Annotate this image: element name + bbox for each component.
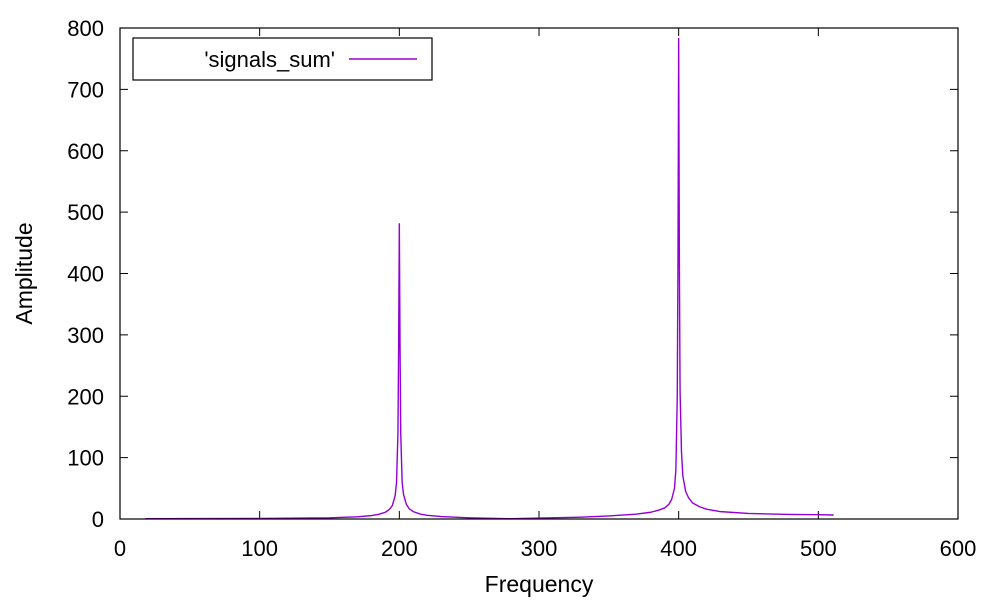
y-tick-label: 300 xyxy=(67,323,104,348)
y-tick-label: 600 xyxy=(67,139,104,164)
y-axis-label: Amplitude xyxy=(11,222,37,324)
y-tick-label: 0 xyxy=(92,507,104,532)
y-tick-label: 500 xyxy=(67,200,104,225)
x-tick-label: 100 xyxy=(241,536,278,561)
series-line-0 xyxy=(145,37,834,520)
y-tick-label: 700 xyxy=(67,77,104,102)
plot-frame xyxy=(119,27,959,520)
x-axis-label: Frequency xyxy=(485,571,594,597)
y-tick-label: 800 xyxy=(67,16,104,41)
x-tick-label: 300 xyxy=(521,536,558,561)
x-tick-label: 200 xyxy=(381,536,418,561)
y-tick-label: 100 xyxy=(67,446,104,471)
x-tick-label: 0 xyxy=(114,536,126,561)
x-tick-label: 400 xyxy=(660,536,697,561)
y-tick-label: 200 xyxy=(67,384,104,409)
y-tick-label: 400 xyxy=(67,262,104,287)
x-tick-label: 500 xyxy=(800,536,837,561)
x-tick-label: 600 xyxy=(940,536,977,561)
series-layer xyxy=(145,37,834,520)
ticks-layer xyxy=(119,27,959,520)
tick-labels: 0 100 200 300 400 500 600 0 100 200 300 400 500 600 70… xyxy=(67,16,976,561)
legend: 'signals_sum' xyxy=(132,37,433,81)
legend-label: 'signals_sum' xyxy=(204,47,335,72)
